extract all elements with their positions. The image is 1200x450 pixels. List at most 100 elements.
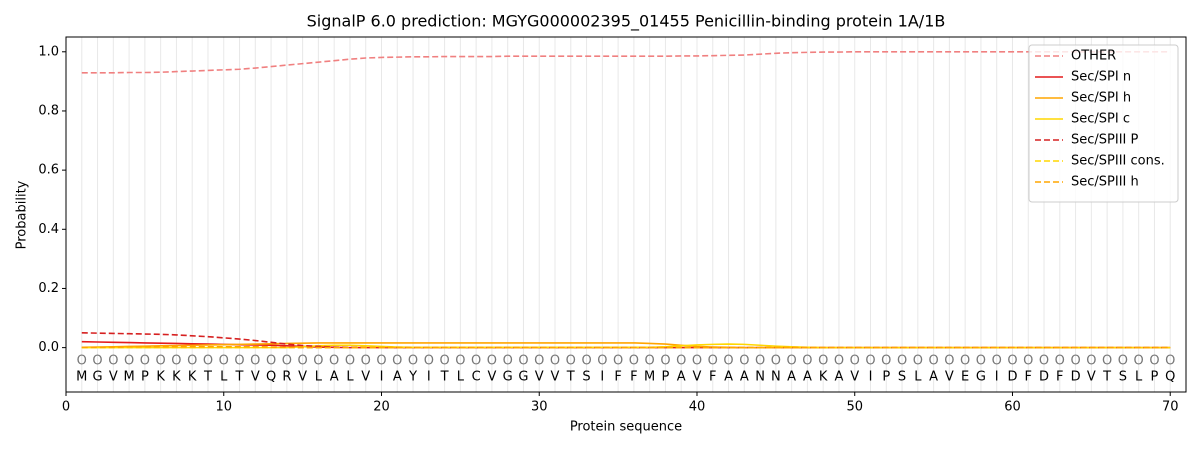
legend: OTHER Sec/SPI n Sec/SPI h Sec/SPI c Sec/SPII… [1028, 44, 1179, 203]
residue-label: A [740, 370, 749, 385]
region-label: O [282, 354, 292, 369]
x-tick-label: 30 [531, 400, 548, 415]
region-label: O [92, 354, 102, 369]
region-label: O [865, 354, 875, 369]
y-tick-label: 0.8 [38, 103, 59, 118]
x-tick-label: 40 [689, 400, 706, 415]
region-label: O [266, 354, 276, 369]
region-label: O [250, 354, 260, 369]
series-line [81, 50, 1171, 74]
residue-label: V [298, 370, 307, 385]
region-label: O [960, 354, 970, 369]
region-label: O [345, 354, 355, 369]
residue-label: S [1119, 370, 1127, 385]
residue-label: L [220, 370, 228, 385]
region-label: O [471, 354, 481, 369]
region-label: O [1118, 354, 1128, 369]
region-label: O [108, 354, 118, 369]
residue-label: I [380, 370, 384, 385]
residue-label: S [898, 370, 906, 385]
legend-label: Sec/SPI h [1071, 91, 1131, 106]
chart-title: SignalP 6.0 prediction: MGYG000002395_01… [307, 12, 946, 32]
residue-label: V [251, 370, 260, 385]
residue-label: T [235, 370, 244, 385]
residue-label: Q [266, 370, 276, 385]
x-tick-label: 60 [1004, 400, 1021, 415]
residue-label: F [630, 370, 637, 385]
region-label: O [1102, 354, 1112, 369]
residue-label: A [677, 370, 686, 385]
residue-label: F [1056, 370, 1063, 385]
residue-label: N [755, 370, 765, 385]
x-tick-label: 70 [1162, 400, 1179, 415]
residue-label: F [614, 370, 621, 385]
legend-label: Sec/SPIII h [1071, 175, 1139, 190]
region-label: O [171, 354, 181, 369]
residue-label: F [1025, 370, 1032, 385]
region-label: O [613, 354, 623, 369]
region-label: O [723, 354, 733, 369]
residue-label: M [76, 370, 87, 385]
residue-label: V [109, 370, 118, 385]
region-label: O [992, 354, 1002, 369]
series-line [81, 345, 1171, 349]
residue-label: D [1039, 370, 1049, 385]
residue-label: V [693, 370, 702, 385]
region-label: O [645, 354, 655, 369]
region-label: O [802, 354, 812, 369]
region-label: O [487, 354, 497, 369]
residue-label: I [427, 370, 431, 385]
residue-label: I [869, 370, 873, 385]
region-label: O [313, 354, 323, 369]
residue-label: S [582, 370, 590, 385]
residue-label: C [472, 370, 481, 385]
residue-label: L [914, 370, 922, 385]
residue-label: V [850, 370, 859, 385]
region-label: O [787, 354, 797, 369]
residue-label: P [1151, 370, 1159, 385]
residue-label: K [156, 370, 165, 385]
region-label: O [203, 354, 213, 369]
residue-label: L [346, 370, 354, 385]
residue-label: P [882, 370, 890, 385]
residue-label: G [518, 370, 528, 385]
legend-label: OTHER [1071, 49, 1116, 64]
region-label: O [534, 354, 544, 369]
residue-label: M [644, 370, 655, 385]
region-label: O [1149, 354, 1159, 369]
y-tick-label: 0.2 [38, 281, 59, 296]
residue-label: K [819, 370, 828, 385]
residue-label: R [282, 370, 291, 385]
plot-frame [65, 36, 1187, 393]
region-label: O [581, 354, 591, 369]
region-label: O [187, 354, 197, 369]
y-tick-label: 0.4 [38, 222, 59, 237]
region-label: O [692, 354, 702, 369]
region-label: O [755, 354, 765, 369]
x-tick-label: 0 [62, 400, 70, 415]
region-label: O [834, 354, 844, 369]
x-axis-label: Protein sequence [570, 420, 682, 435]
region-label: O [1165, 354, 1175, 369]
residue-label: G [503, 370, 513, 385]
region-label: O [1007, 354, 1017, 369]
residue-label: D [1007, 370, 1017, 385]
region-label: O [660, 354, 670, 369]
region-label: O [329, 354, 339, 369]
residue-label: L [1135, 370, 1143, 385]
region-label: O [550, 354, 560, 369]
region-label: O [439, 354, 449, 369]
residue-label: Q [1165, 370, 1175, 385]
residue-label: V [551, 370, 560, 385]
region-label: O [408, 354, 418, 369]
region-label: O [739, 354, 749, 369]
region-label: O [629, 354, 639, 369]
region-label: O [503, 354, 513, 369]
residue-label: P [662, 370, 670, 385]
residue-label: F [709, 370, 716, 385]
region-label: O [140, 354, 150, 369]
legend-label: Sec/SPIII cons. [1071, 154, 1165, 169]
region-label: O [219, 354, 229, 369]
residue-label: A [803, 370, 812, 385]
